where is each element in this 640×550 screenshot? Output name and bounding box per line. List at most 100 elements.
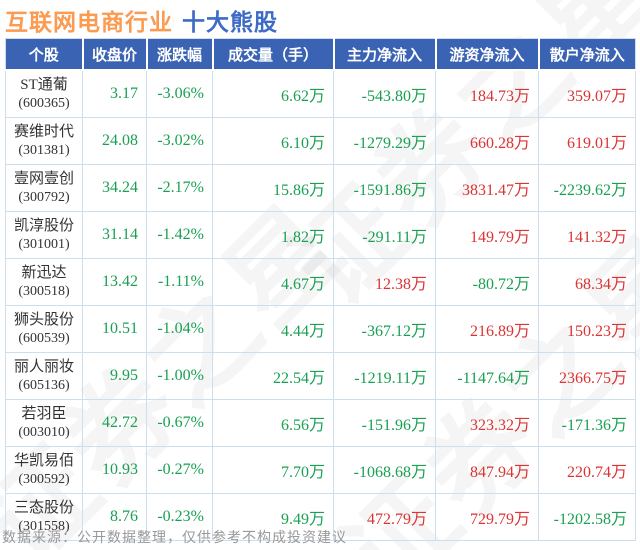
retail-net-inflow-cell: -1202.58万	[538, 493, 636, 541]
change-percent-cell: -1.42%	[146, 211, 213, 259]
close-price-cell: 13.42	[82, 258, 147, 306]
volume-cell: 9.49万	[212, 493, 334, 541]
change-percent-cell: -2.17%	[146, 164, 213, 212]
change-percent-cell: -1.11%	[146, 258, 213, 306]
table-row: 华凯易佰 (300592) 10.93 -0.27% 7.70万 -1068.68万 847…	[5, 446, 636, 494]
stock-code: (003010)	[18, 425, 70, 440]
close-price-cell: 10.51	[82, 305, 147, 353]
retail-net-inflow-cell: -171.36万	[538, 399, 636, 447]
table-row: 凯淳股份 (301001) 31.14 -1.42% 1.82万 -291.11万 149.…	[5, 211, 636, 259]
volume-cell: 15.86万	[212, 164, 334, 212]
volume-cell: 22.54万	[212, 352, 334, 400]
speculative-net-inflow-cell: 323.32万	[435, 399, 539, 447]
retail-net-inflow-cell: 2366.75万	[538, 352, 636, 400]
change-percent-cell: -0.23%	[146, 493, 213, 541]
stock-name: 若羽臣	[21, 406, 67, 422]
stock-code: (605136)	[18, 378, 70, 393]
main-net-inflow-cell: -151.96万	[333, 399, 436, 447]
volume-cell: 6.62万	[212, 69, 334, 118]
stock-name: ST通葡	[20, 77, 68, 93]
table-row: 赛维时代 (301381) 24.08 -3.02% 6.10万 -1279.29万 660…	[5, 117, 636, 165]
volume-cell: 6.56万	[212, 399, 334, 447]
stock-cell: ST通葡 (600365)	[5, 69, 83, 118]
table-header: 个股 收盘价 涨跌幅 成交量（手） 主力净流入 游资净流入 散户净流入	[5, 38, 636, 71]
close-price-cell: 31.14	[82, 211, 147, 259]
stock-cell: 华凯易佰 (300592)	[5, 446, 83, 494]
table-row: 新迅达 (300518) 13.42 -1.11% 4.67万 12.38万 -80.72万…	[5, 258, 636, 306]
close-price-cell: 34.24	[82, 164, 147, 212]
stock-code: (300592)	[18, 472, 70, 487]
speculative-net-inflow-cell: 660.28万	[435, 117, 539, 165]
speculative-net-inflow-cell: -80.72万	[435, 258, 539, 306]
main-net-inflow-cell: -1591.86万	[333, 164, 436, 212]
table-row: 狮头股份 (600539) 10.51 -1.04% 4.44万 -367.12万 216.…	[5, 305, 636, 353]
stock-name: 丽人丽妆	[13, 359, 74, 375]
stock-code: (301381)	[18, 143, 70, 158]
retail-net-inflow-cell: 141.32万	[538, 211, 636, 259]
stock-name: 赛维时代	[13, 124, 74, 140]
stock-name: 狮头股份	[13, 312, 74, 328]
table-body: ST通葡 (600365) 3.17 -3.06% 6.62万 -543.80万 184.7…	[5, 69, 636, 541]
main-net-inflow-cell: -543.80万	[333, 69, 436, 118]
stock-cell: 狮头股份 (600539)	[5, 305, 83, 353]
title-industry: 互联网电商行业	[5, 9, 173, 35]
stock-name: 壹网壹创	[13, 171, 74, 187]
table-header-row: 个股 收盘价 涨跌幅 成交量（手） 主力净流入 游资净流入 散户净流入	[5, 38, 636, 71]
table-row: ST通葡 (600365) 3.17 -3.06% 6.62万 -543.80万 184.7…	[5, 69, 636, 118]
speculative-net-inflow-cell: 184.73万	[435, 69, 539, 118]
main-net-inflow-cell: 472.79万	[333, 493, 436, 541]
close-price-cell: 10.93	[82, 446, 147, 494]
retail-net-inflow-cell: 68.34万	[538, 258, 636, 306]
main-net-inflow-cell: -1068.68万	[333, 446, 436, 494]
change-percent-cell: -1.00%	[146, 352, 213, 400]
retail-net-inflow-cell: 150.23万	[538, 305, 636, 353]
table-row: 若羽臣 (003010) 42.72 -0.67% 6.56万 -151.96万 323.3…	[5, 399, 636, 447]
table-row: 壹网壹创 (300792) 34.24 -2.17% 15.86万 -1591.86万 38…	[5, 164, 636, 212]
change-percent-cell: -3.02%	[146, 117, 213, 165]
stock-code: (300518)	[18, 284, 70, 299]
volume-cell: 4.44万	[212, 305, 334, 353]
change-percent-cell: -3.06%	[146, 69, 213, 118]
volume-cell: 6.10万	[212, 117, 334, 165]
speculative-net-inflow-cell: 149.79万	[435, 211, 539, 259]
change-percent-cell: -1.04%	[146, 305, 213, 353]
stock-cell: 凯淳股份 (301001)	[5, 211, 83, 259]
stock-cell: 赛维时代 (301381)	[5, 117, 83, 165]
close-price-cell: 8.76	[82, 493, 147, 541]
table-row: 丽人丽妆 (605136) 9.95 -1.00% 22.54万 -1219.11万 -11…	[5, 352, 636, 400]
main-net-inflow-cell: -1279.29万	[333, 117, 436, 165]
stock-cell: 新迅达 (300518)	[5, 258, 83, 306]
speculative-net-inflow-cell: 847.94万	[435, 446, 539, 494]
close-price-cell: 42.72	[82, 399, 147, 447]
table-row: 三态股份 (301558) 8.76 -0.23% 9.49万 472.79万 729.79…	[5, 493, 636, 541]
retail-net-inflow-cell: 220.74万	[538, 446, 636, 494]
column-header-volume: 成交量（手）	[211, 38, 334, 71]
column-header-stock: 个股	[5, 38, 83, 71]
title-suffix: 十大熊股	[182, 9, 278, 35]
speculative-net-inflow-cell: 729.79万	[435, 493, 539, 541]
stock-code: (301558)	[18, 519, 70, 534]
main-net-inflow-cell: -291.11万	[333, 211, 436, 259]
stock-code: (600539)	[18, 331, 70, 346]
main-net-inflow-cell: 12.38万	[333, 258, 436, 306]
close-price-cell: 24.08	[82, 117, 147, 165]
close-price-cell: 9.95	[82, 352, 147, 400]
stock-code: (300792)	[18, 190, 70, 205]
change-percent-cell: -0.27%	[146, 446, 213, 494]
speculative-net-inflow-cell: -1147.64万	[435, 352, 539, 400]
page-title: 互联网电商行业 十大熊股	[5, 3, 278, 37]
main-net-inflow-cell: -1219.11万	[333, 352, 436, 400]
data-source-note: 数据来源：公开数据整理，仅供参考不构成投资建议	[2, 529, 347, 545]
column-header-main-net-inflow: 主力净流入	[332, 38, 436, 71]
retail-net-inflow-cell: -2239.62万	[538, 164, 636, 212]
stock-code: (301001)	[18, 237, 70, 252]
speculative-net-inflow-cell: 216.89万	[435, 305, 539, 353]
column-header-retail-net-inflow: 散户净流入	[537, 38, 636, 71]
stock-name: 三态股份	[13, 500, 74, 516]
stock-name: 华凯易佰	[13, 453, 74, 469]
speculative-net-inflow-cell: 3831.47万	[435, 164, 539, 212]
column-header-close-price: 收盘价	[81, 38, 147, 71]
column-header-change-percent: 涨跌幅	[145, 38, 213, 71]
stock-name: 凯淳股份	[13, 218, 74, 234]
